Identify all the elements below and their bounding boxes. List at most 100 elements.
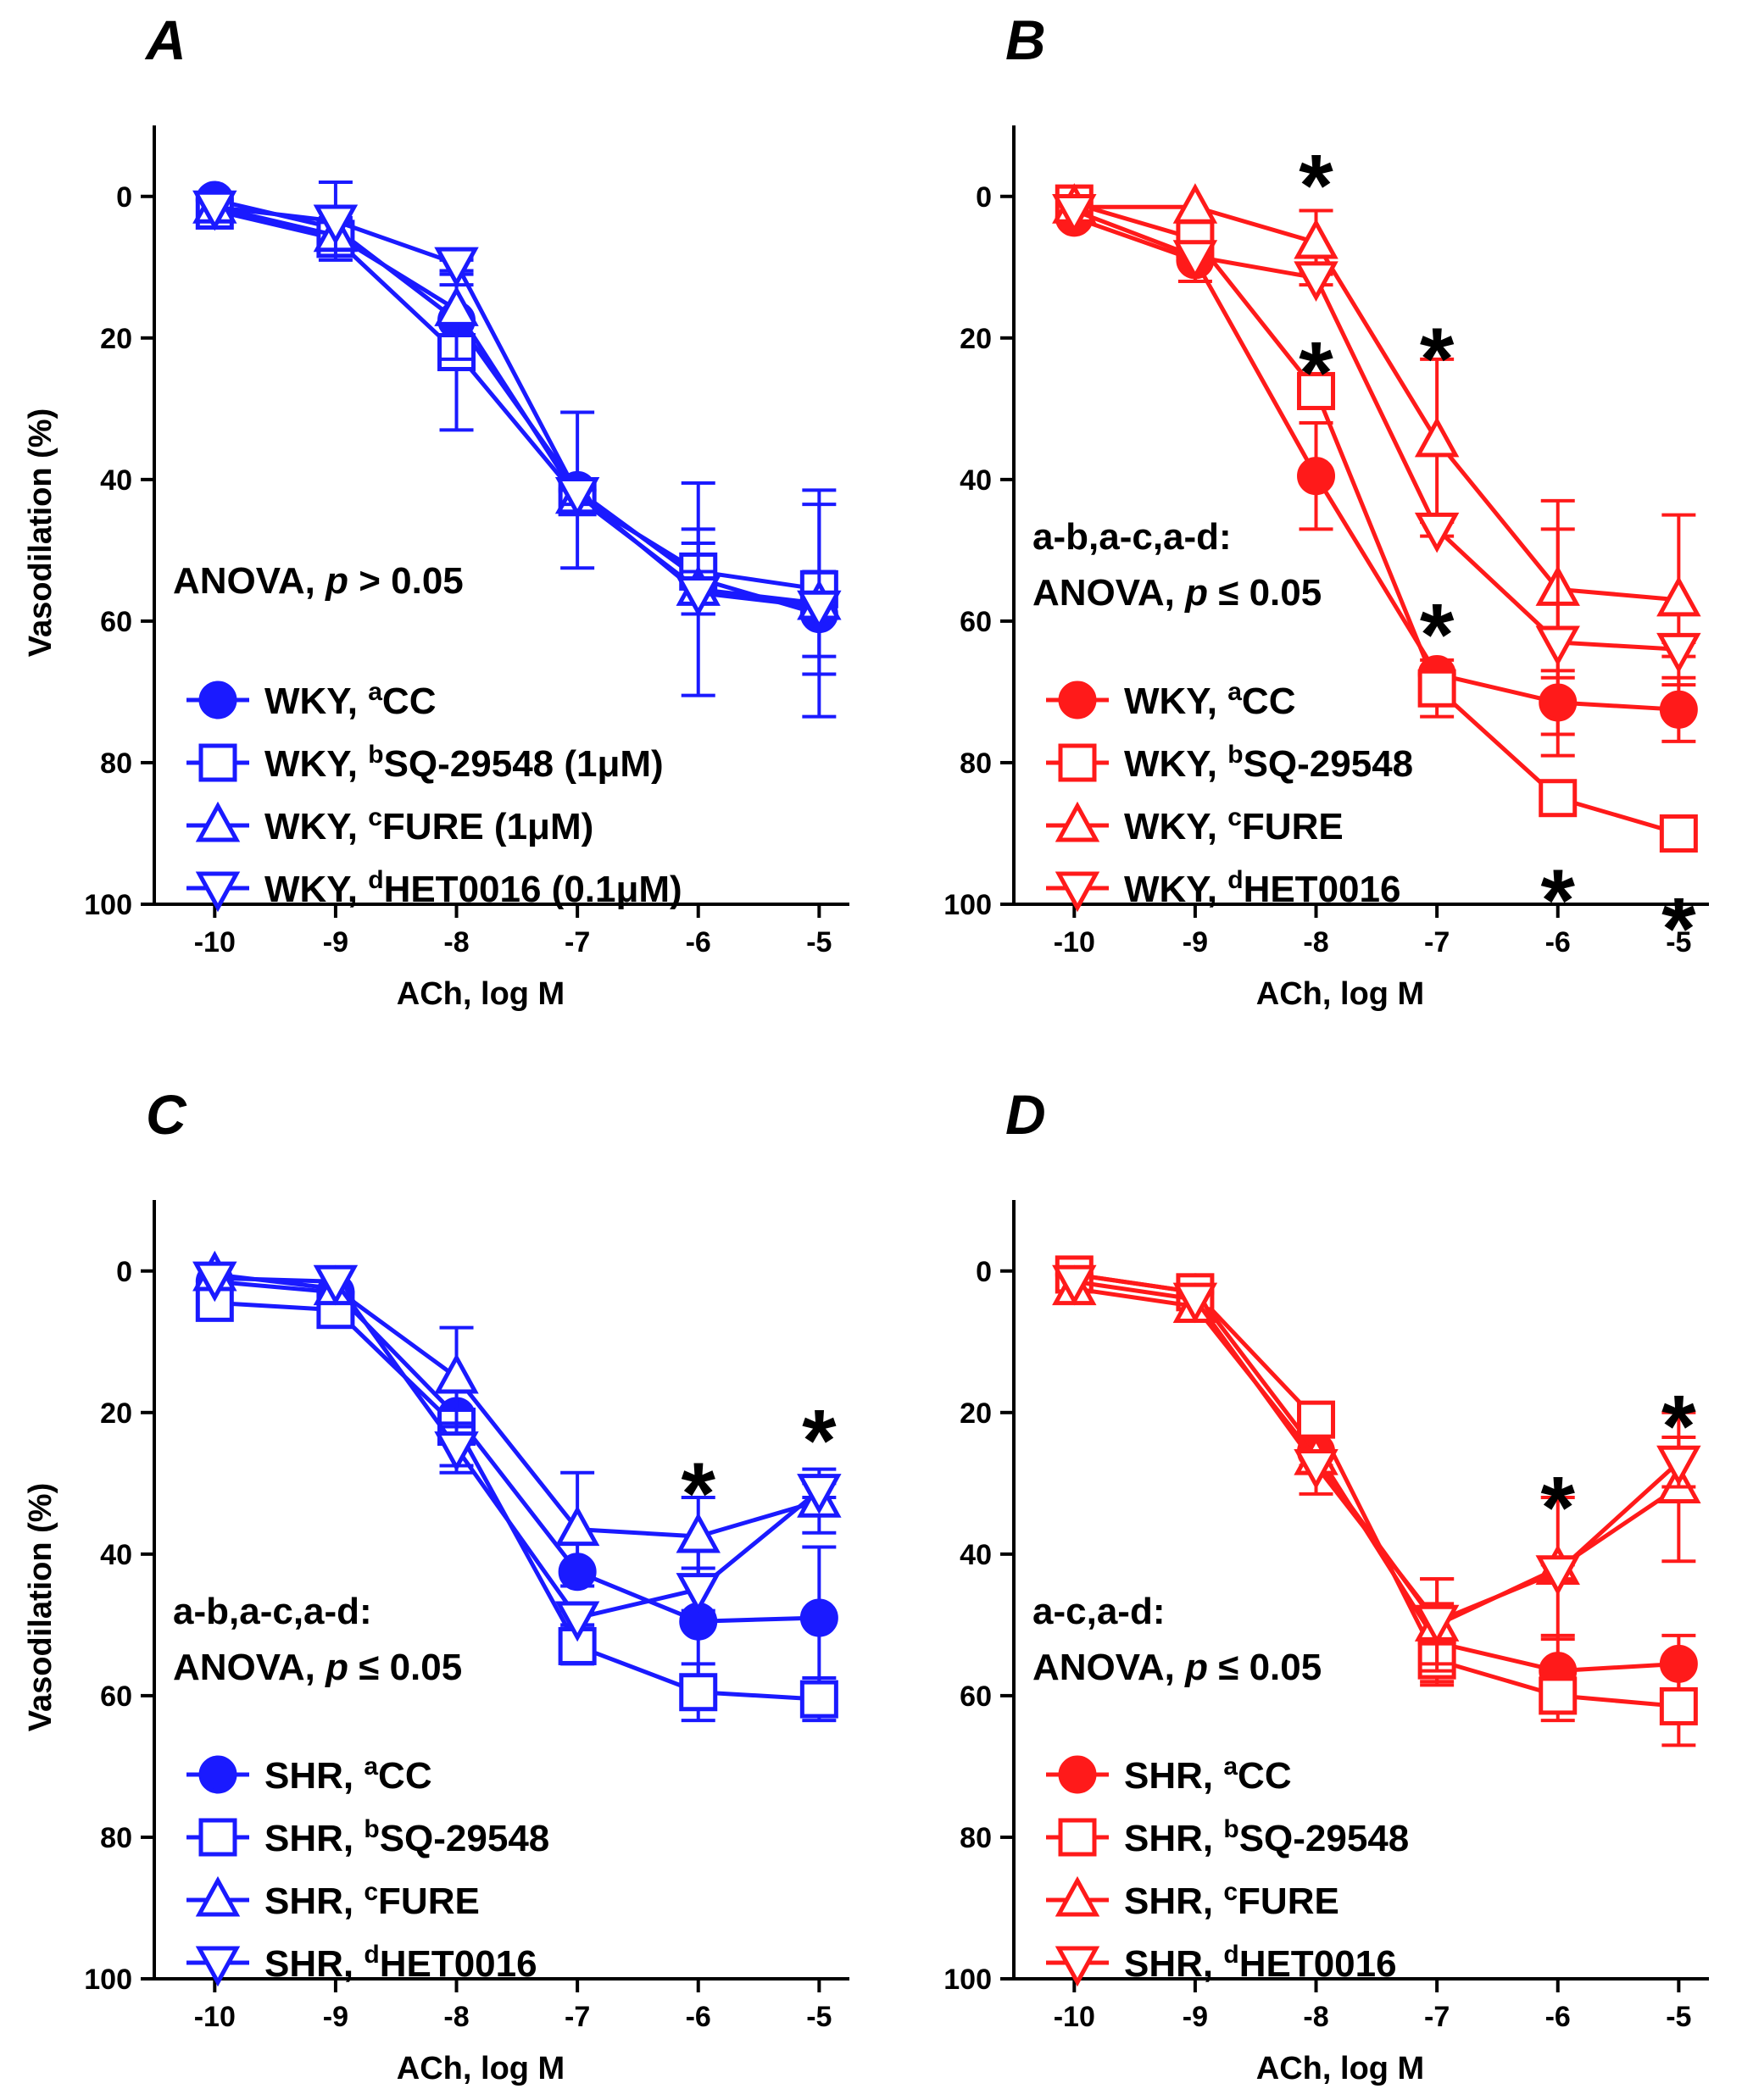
y-tick-label: 20 — [100, 323, 132, 355]
x-axis-title: ACh, log M — [1256, 976, 1424, 1012]
significance-star: * — [1299, 136, 1333, 235]
data-point — [797, 1474, 842, 1514]
legend-marker — [195, 871, 241, 913]
legend-item: SHR, dHET0016 — [1046, 1941, 1397, 1987]
data-point — [554, 477, 600, 518]
significance-star: * — [1420, 586, 1455, 685]
series-line — [1073, 1279, 1681, 1624]
legend-marker — [1058, 681, 1097, 719]
data-point — [434, 1353, 479, 1394]
series-line — [214, 1272, 821, 1539]
legend-marker — [198, 743, 237, 782]
data-point — [1659, 814, 1698, 853]
data-point — [1052, 1264, 1097, 1306]
data-point — [1414, 1604, 1460, 1646]
x-axis-title: ACh, log M — [1256, 2051, 1424, 2086]
y-tick-label: 0 — [116, 181, 132, 214]
series-het0016 — [192, 1261, 842, 1642]
data-point — [554, 1601, 600, 1642]
x-tick-label: -9 — [1183, 2001, 1208, 2033]
series-line — [1074, 204, 1679, 603]
data-point — [1297, 457, 1336, 496]
series-line — [1073, 201, 1680, 836]
data-point — [434, 247, 479, 288]
legend-marker — [1055, 871, 1100, 913]
y-tick-label: 60 — [960, 1681, 992, 1713]
data-point — [1294, 1448, 1339, 1490]
anova-annotation: a-b,a-c,a-d: — [1032, 516, 1232, 558]
x-tick-label: -8 — [443, 926, 469, 958]
data-point — [1172, 240, 1218, 281]
data-point — [1294, 261, 1339, 303]
series-sq-29548 — [195, 191, 838, 676]
significance-star: * — [1299, 325, 1333, 423]
series-het0016 — [1052, 193, 1701, 758]
legend-label: WKY, aCC — [264, 678, 436, 722]
legend-item: SHR, aCC — [186, 1753, 432, 1797]
legend-marker — [1058, 1818, 1097, 1857]
y-tick-label: 100 — [84, 889, 132, 921]
anova-annotation: ANOVA, p ≤ 0.05 — [1032, 572, 1322, 614]
x-tick-label: -6 — [686, 2001, 711, 2033]
data-point — [1414, 512, 1460, 553]
y-tick-label: 0 — [976, 181, 992, 214]
legend-item: WKY, aCC — [186, 678, 436, 722]
y-tick-label: 60 — [960, 606, 992, 638]
x-tick-label: -8 — [1303, 926, 1328, 958]
legend-label: WKY, aCC — [1124, 678, 1295, 722]
significance-star: * — [681, 1445, 715, 1543]
series-cc — [1055, 1255, 1698, 1708]
series-line — [1073, 208, 1679, 652]
legend-marker — [1055, 1875, 1100, 1917]
data-point — [1172, 1282, 1218, 1324]
legend-item: WKY, bSQ-29548 (1μM) — [186, 741, 664, 785]
series-line — [1073, 1272, 1679, 1708]
x-axis-title: ACh, log M — [397, 2051, 565, 2086]
anova-annotation: ANOVA, p ≤ 0.05 — [173, 1647, 462, 1688]
data-point — [676, 1512, 721, 1553]
data-point — [1414, 416, 1460, 458]
data-point — [799, 1680, 838, 1719]
y-tick-label: 20 — [100, 1397, 132, 1430]
x-tick-label: -6 — [686, 926, 711, 958]
series-line — [214, 204, 820, 606]
legend-item: WKY, aCC — [1046, 678, 1295, 722]
series-line — [214, 1300, 820, 1702]
y-tick-label: 40 — [100, 464, 132, 497]
panel-label: C — [146, 1083, 187, 1146]
data-point — [1539, 1676, 1578, 1715]
data-point — [799, 1598, 838, 1637]
legend-label: SHR, aCC — [1124, 1753, 1292, 1797]
legend-item: SHR, bSQ-29548 — [1046, 1815, 1409, 1859]
x-tick-label: -9 — [323, 926, 348, 958]
series-line — [214, 1275, 821, 1620]
significance-star: * — [802, 1392, 837, 1490]
y-tick-label: 40 — [100, 1539, 132, 1571]
x-tick-label: -10 — [194, 926, 236, 958]
legend-marker — [198, 1818, 237, 1857]
x-axis-title: ACh, log M — [397, 976, 565, 1012]
legend-marker — [1058, 1755, 1097, 1794]
legend-marker — [198, 681, 237, 719]
data-point — [1656, 632, 1701, 674]
x-tick-label: -10 — [1054, 926, 1095, 958]
x-tick-label: -10 — [1054, 2001, 1095, 2033]
data-point — [1535, 1555, 1580, 1596]
data-point — [1417, 669, 1456, 708]
legend-label: SHR, bSQ-29548 — [264, 1815, 549, 1859]
data-point — [192, 1261, 237, 1303]
legend-item: WKY, cFURE — [1046, 801, 1344, 847]
data-point — [313, 204, 359, 246]
panel-label: B — [1005, 8, 1046, 71]
anova-annotation: a-c,a-d: — [1032, 1591, 1165, 1632]
x-tick-label: -5 — [806, 2001, 832, 2033]
significance-star: * — [1420, 310, 1455, 408]
panel-label: A — [144, 8, 186, 71]
legend-item: WKY, dHET0016 — [1046, 866, 1400, 913]
x-tick-label: -9 — [323, 2001, 348, 2033]
data-point — [676, 1573, 721, 1614]
x-tick-label: -6 — [1545, 926, 1571, 958]
x-tick-label: -5 — [1666, 926, 1691, 958]
y-tick-label: 0 — [116, 1256, 132, 1288]
legend-item: SHR, aCC — [1046, 1753, 1292, 1797]
